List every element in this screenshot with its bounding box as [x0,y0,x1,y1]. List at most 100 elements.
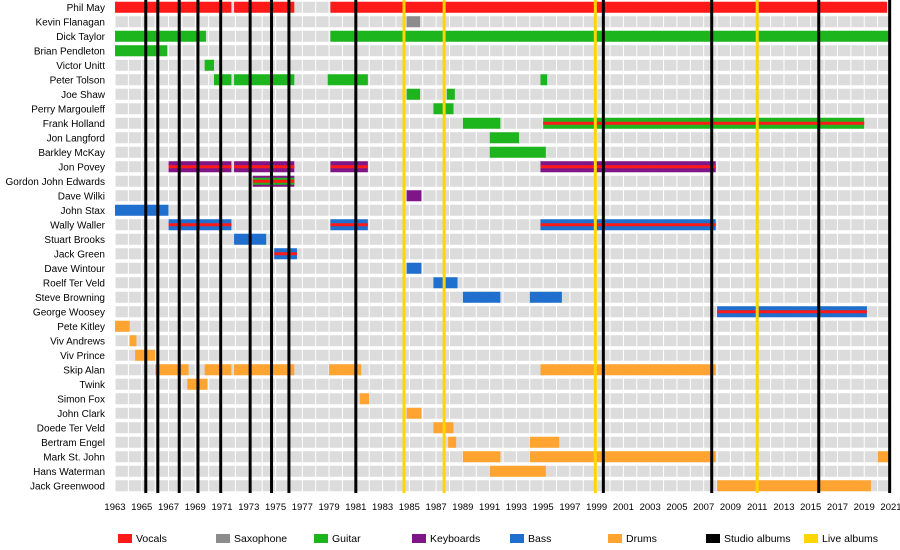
member-bar-drums [115,320,130,332]
member-bar-stripe-vocals [330,165,368,169]
x-tick-label: 2001 [613,502,634,513]
member-bar-drums [359,393,370,405]
member-bar-guitar [489,146,546,158]
member-label: Stuart Brooks [44,235,105,246]
x-tick-label: 2021 [880,502,900,513]
member-labels: Phil May Kevin Flanagan Dick Taylor Brian P… [5,3,106,493]
member-bar-drums [129,335,137,347]
member-bar-guitar [406,88,421,100]
member-bar-drums [529,451,716,463]
x-tick-label: 2019 [854,502,875,513]
legend-swatch-keyboards [412,534,426,543]
member-label: Barkley McKay [38,148,105,159]
member-bar-bass [115,204,169,216]
member-bar-drums [489,465,546,477]
legend-label-drums: Drums [626,533,657,545]
x-tick-label: 1973 [238,502,259,513]
x-tick-label: 1975 [265,502,286,513]
member-bar-stripe-vocals [717,310,867,314]
member-bar-bass [529,291,562,303]
member-label: Phil May [67,3,105,14]
x-tick-label: 1991 [479,502,500,513]
legend-swatch-guitar [314,534,328,543]
member-bar-drums [540,364,716,376]
member-bar-guitar [234,74,295,86]
legend-label-bass: Bass [528,533,551,545]
legend-swatch-live [804,534,818,543]
member-label: Jon Povey [58,162,105,173]
member-bar-guitar [489,132,520,144]
member-bar-drums [155,364,189,376]
member-bar-drums [877,451,891,463]
member-label: Viv Prince [60,351,105,362]
member-bar-stripe-vocals [330,223,368,227]
member-bar-vocals [330,1,887,13]
member-label: Simon Fox [57,394,105,405]
member-bar-saxophone [406,16,421,28]
member-bar-stripe-vocals [168,223,232,227]
member-label: George Woosey [33,307,105,318]
x-tick-label: 1983 [372,502,393,513]
member-bar-guitar [204,59,215,71]
member-bar-stripe-vocals [274,252,297,256]
x-tick-label: 1977 [292,502,313,513]
member-bar-guitar [327,74,368,86]
member-bar-guitar [330,30,892,42]
member-label: Victor Unitt [56,61,105,72]
member-bar-guitar [115,30,206,42]
member-label: Peter Tolson [50,75,105,86]
x-tick-label: 2005 [666,502,687,513]
x-tick-label: 1995 [533,502,554,513]
member-label: Frank Holland [43,119,105,130]
member-label: Perry Margouleff [31,104,105,115]
member-label: Bertram Engel [41,438,105,449]
year-gridlines [114,0,892,493]
legend-swatch-saxophone [216,534,230,543]
x-tick-label: 1963 [104,502,125,513]
member-bar-drums [406,407,422,419]
x-tick-label: 1981 [345,502,366,513]
member-bar-stripe-vocals [168,165,232,169]
x-tick-label: 2007 [693,502,714,513]
member-label: Kevin Flanagan [36,17,106,28]
member-bar-vocals [115,1,232,13]
member-label: Dave Wilki [58,191,105,202]
member-label: Joe Shaw [61,90,106,101]
member-label: John Clark [57,409,106,420]
member-label: Dave Wintour [44,264,105,275]
member-bar-guitar [214,74,232,86]
member-bar-stripe-vocals [540,165,716,169]
member-label: Jack Green [54,249,105,260]
x-tick-label: 1987 [426,502,447,513]
member-bar-drums [448,436,457,448]
x-tick-label: 1999 [586,502,607,513]
member-bar-drums [529,436,560,448]
member-bar-guitar [446,88,455,100]
x-tick-label: 1967 [158,502,179,513]
legend-label-live: Live albums [822,533,878,545]
x-tick-label: 1969 [185,502,206,513]
member-label: Jack Greenwood [30,481,105,492]
member-label: Hans Waterman [33,467,105,478]
x-tick-label: 2011 [747,502,767,513]
member-bar-guitar [115,45,168,57]
member-bar-vocals [234,1,295,13]
album-release-lines [144,0,892,493]
member-label: Mark St. John [43,452,105,463]
member-bar-stripe-vocals [540,223,716,227]
member-label: Gordon John Edwards [5,177,105,188]
member-label: Viv Andrews [50,336,105,347]
member-bar-stripe-vocals [543,121,865,125]
x-tick-label: 1965 [131,502,152,513]
x-tick-label: 1997 [559,502,580,513]
member-bar-drums [204,364,232,376]
legend-swatch-studio [706,534,720,543]
member-label: John Stax [61,206,105,217]
x-tick-label: 2015 [800,502,821,513]
member-label: Wally Waller [50,220,105,231]
member-bar-drums [234,364,295,376]
x-axis-tick-labels: 1963 1965 1967 1969 1971 1973 1975 1977 1979 1981… [104,502,900,513]
member-bar-stripe-vocals [252,179,295,183]
member-bar-guitar [540,74,548,86]
